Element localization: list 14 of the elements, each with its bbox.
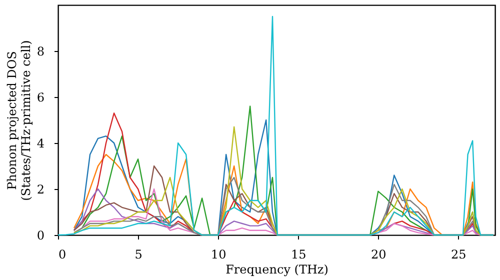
x-tick-label: 0 [58,248,66,262]
x-tick-label: 15 [290,248,306,262]
y-tick-label: 8 [36,44,44,58]
y-tick-label: 2 [36,182,44,196]
x-tick-label: 5 [134,248,142,262]
y-tick-label: 6 [36,90,44,104]
y-axis-title: Phonon projected DOS (States/THz·primitive cell) [4,40,33,201]
x-tick-label: 10 [210,248,226,262]
x-tick-label: 25 [451,248,466,262]
y-tick-label: 0 [36,228,44,242]
x-axis-title: Frequency (THz) [226,262,328,276]
y-tick-label: 4 [36,136,45,150]
x-tick-label: 20 [371,248,386,262]
line-series [57,16,494,236]
